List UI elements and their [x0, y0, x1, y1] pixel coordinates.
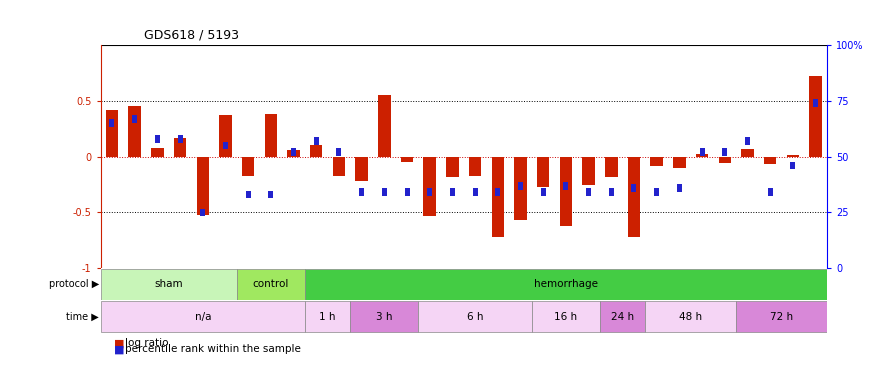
Bar: [609, 188, 613, 196]
Bar: [246, 190, 250, 198]
Bar: [314, 137, 318, 145]
Text: 72 h: 72 h: [770, 312, 793, 322]
FancyBboxPatch shape: [532, 301, 600, 332]
FancyBboxPatch shape: [237, 269, 304, 300]
Bar: [109, 119, 115, 127]
Bar: [492, 157, 504, 237]
Bar: [332, 157, 345, 176]
FancyBboxPatch shape: [600, 301, 646, 332]
Text: percentile rank within the sample: percentile rank within the sample: [125, 344, 301, 354]
Bar: [767, 188, 773, 196]
Text: sham: sham: [154, 279, 183, 290]
Bar: [583, 157, 595, 184]
FancyBboxPatch shape: [418, 301, 532, 332]
Bar: [450, 188, 455, 196]
Bar: [264, 114, 277, 157]
Bar: [129, 106, 141, 157]
Bar: [654, 188, 659, 196]
Bar: [722, 148, 727, 156]
Text: ■: ■: [114, 338, 124, 348]
Bar: [564, 182, 569, 189]
Bar: [677, 184, 682, 192]
Bar: [745, 137, 750, 145]
Bar: [809, 76, 822, 157]
Bar: [650, 157, 663, 165]
Text: n/a: n/a: [194, 312, 211, 322]
Bar: [378, 95, 390, 157]
Bar: [495, 188, 500, 196]
Bar: [220, 116, 232, 157]
Bar: [106, 110, 118, 157]
Bar: [200, 209, 206, 216]
Bar: [359, 188, 364, 196]
Bar: [287, 150, 300, 157]
Text: log ratio: log ratio: [125, 338, 169, 348]
Text: ■: ■: [114, 345, 124, 355]
Text: 48 h: 48 h: [679, 312, 703, 322]
FancyBboxPatch shape: [350, 301, 418, 332]
Bar: [291, 148, 296, 156]
Bar: [242, 157, 255, 176]
Text: protocol ▶: protocol ▶: [49, 279, 99, 290]
Bar: [741, 149, 753, 157]
Text: control: control: [253, 279, 289, 290]
Bar: [132, 115, 137, 123]
Bar: [404, 188, 410, 196]
FancyBboxPatch shape: [646, 301, 736, 332]
Bar: [541, 188, 546, 196]
Bar: [537, 157, 550, 187]
Bar: [699, 148, 704, 156]
Bar: [223, 141, 228, 149]
FancyBboxPatch shape: [736, 301, 827, 332]
Bar: [764, 157, 776, 164]
Text: 1 h: 1 h: [319, 312, 336, 322]
Bar: [718, 157, 731, 163]
Text: 3 h: 3 h: [376, 312, 393, 322]
Text: 24 h: 24 h: [611, 312, 634, 322]
Bar: [560, 157, 572, 226]
Bar: [269, 190, 273, 198]
Bar: [382, 188, 387, 196]
Bar: [424, 157, 436, 216]
Bar: [151, 148, 164, 157]
Text: 16 h: 16 h: [555, 312, 578, 322]
FancyBboxPatch shape: [101, 301, 304, 332]
Bar: [514, 157, 527, 220]
Bar: [446, 157, 458, 177]
FancyBboxPatch shape: [304, 301, 350, 332]
Bar: [813, 99, 818, 107]
Bar: [627, 157, 640, 237]
FancyBboxPatch shape: [304, 269, 827, 300]
Bar: [336, 148, 341, 156]
Bar: [178, 135, 183, 142]
Bar: [401, 157, 413, 162]
Bar: [197, 157, 209, 214]
Bar: [790, 162, 795, 170]
Text: 6 h: 6 h: [467, 312, 483, 322]
Bar: [696, 154, 708, 157]
Bar: [605, 157, 618, 177]
Text: hemorrhage: hemorrhage: [534, 279, 598, 290]
Bar: [673, 157, 686, 168]
Bar: [518, 182, 523, 189]
Bar: [586, 188, 592, 196]
Bar: [174, 138, 186, 157]
Bar: [427, 188, 432, 196]
Bar: [632, 184, 636, 192]
Text: time ▶: time ▶: [66, 312, 99, 322]
Bar: [469, 157, 481, 176]
Bar: [473, 188, 478, 196]
Bar: [787, 156, 799, 157]
Bar: [155, 135, 160, 142]
FancyBboxPatch shape: [101, 269, 237, 300]
Bar: [355, 157, 367, 181]
Text: GDS618 / 5193: GDS618 / 5193: [144, 28, 240, 41]
Bar: [310, 146, 323, 157]
